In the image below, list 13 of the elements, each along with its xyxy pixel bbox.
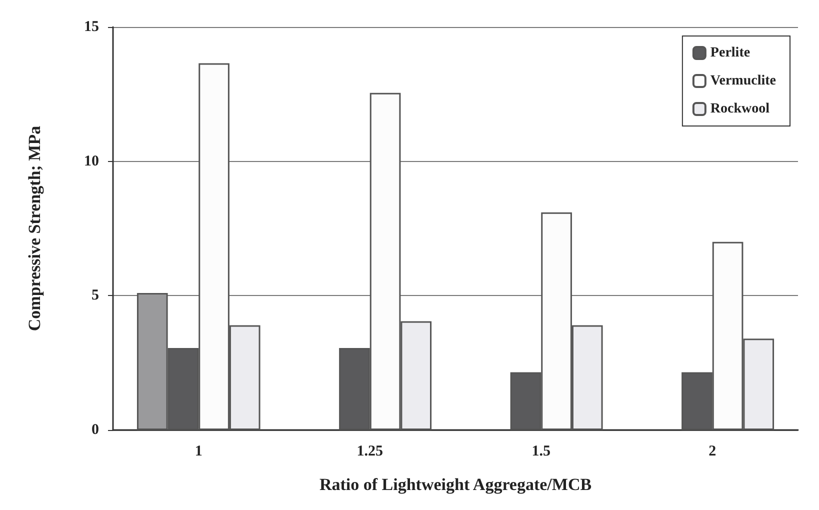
y-axis-title: Compressive Strength; MPa xyxy=(25,125,44,332)
x-tick-label: 1 xyxy=(194,444,202,460)
x-axis-title: Ratio of Lightweight Aggregate/MCB xyxy=(319,475,592,494)
legend-label: Perlite xyxy=(710,46,750,60)
y-tick-label: 5 xyxy=(92,288,99,304)
x-tick-label: 1.5 xyxy=(532,444,550,460)
y-tick-label: 0 xyxy=(92,422,99,438)
y-tick-label: 15 xyxy=(84,19,99,35)
legend-label: Rockwool xyxy=(710,102,770,116)
x-tick-label: 2 xyxy=(708,444,716,460)
y-tick-label: 10 xyxy=(84,153,99,170)
x-tick-label: 1.25 xyxy=(356,444,383,460)
legend-label: Vermuclite xyxy=(710,74,776,88)
